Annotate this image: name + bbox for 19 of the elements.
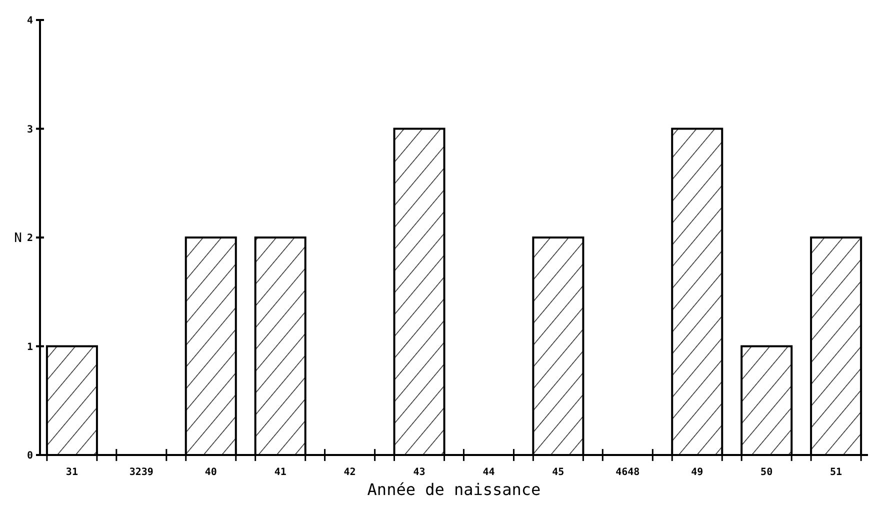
x-tick-label: 51 xyxy=(830,467,842,478)
y-tick-label: 3 xyxy=(26,124,33,136)
x-tick-label: 31 xyxy=(66,467,78,478)
y-tick-label: 1 xyxy=(26,342,33,353)
x-tick-label: 3239 xyxy=(129,467,154,478)
x-tick-label: 40 xyxy=(204,467,217,478)
x-tick-label: 4648 xyxy=(616,467,640,478)
x-tick-label: 42 xyxy=(344,467,356,478)
x-axis-title: Année de naissance xyxy=(367,480,541,499)
x-tick-label: 43 xyxy=(413,467,426,478)
y-tick-label: 2 xyxy=(26,233,33,244)
x-tick-label: 49 xyxy=(691,467,704,478)
y-tick-label: 4 xyxy=(26,16,33,26)
x-tick-label: 50 xyxy=(760,467,773,478)
y-axis-title: N xyxy=(14,231,22,246)
x-tick-label: 41 xyxy=(274,467,286,478)
x-tick-label: 45 xyxy=(552,467,564,478)
x-tick-label: 44 xyxy=(482,467,495,478)
y-tick-label: 0 xyxy=(26,450,33,462)
